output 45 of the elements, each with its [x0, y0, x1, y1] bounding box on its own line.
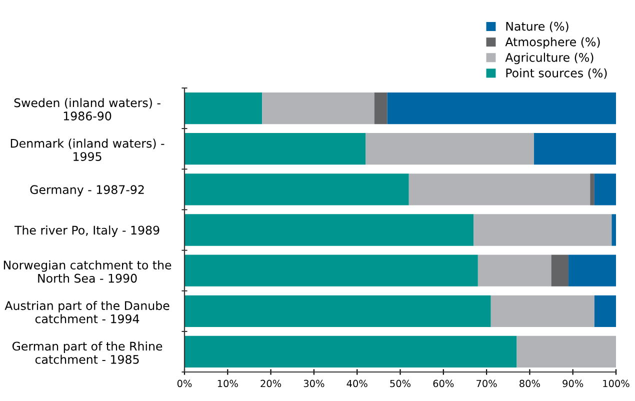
x-tick-label: 0%: [177, 380, 192, 388]
y-tick-label: Austrian part of the Danube catchment - 1994: [4, 300, 170, 324]
x-tick-label: 80%: [520, 380, 540, 388]
bar: [184, 295, 491, 327]
bar: [551, 254, 569, 286]
bar: [374, 92, 388, 124]
bar: [516, 336, 616, 368]
bar: [262, 92, 374, 124]
bar: [408, 174, 590, 206]
bar: [490, 295, 594, 327]
y-tick-label: Norwegian catchment to the North Sea - 1990: [4, 260, 172, 283]
bar: [184, 336, 517, 368]
bar: [590, 174, 594, 206]
legend-label: Atmosphere (%): [505, 37, 600, 49]
legend-label: Nature (%): [506, 22, 568, 32]
legend-label: Point sources (%): [506, 68, 607, 79]
x-tick-label: 70%: [476, 380, 497, 388]
x-tick-label: 90%: [562, 380, 584, 388]
bar: [594, 174, 616, 206]
bar: [474, 214, 612, 246]
bar: [184, 174, 409, 206]
bar: [184, 254, 478, 286]
y-tick-label: German part of the Rhine catchment - 1985: [12, 342, 162, 364]
bar: [478, 254, 552, 286]
y-tick-label: Denmark (inland waters) - 1995: [10, 138, 164, 162]
y-tick-label: Germany - 1987-92: [30, 185, 144, 196]
bar: [534, 133, 616, 165]
bar: [568, 254, 616, 286]
legend-label: Agriculture (%): [505, 52, 594, 64]
bar: [366, 133, 534, 165]
bar: [184, 92, 262, 124]
x-tick-label: 40%: [346, 380, 368, 388]
bar: [184, 214, 474, 246]
x-tick-label: 50%: [390, 380, 411, 388]
x-tick-label: 30%: [304, 380, 324, 388]
x-tick-label: 20%: [260, 380, 282, 388]
x-tick-label: 100%: [603, 380, 630, 388]
x-tick-label: 10%: [218, 380, 238, 388]
y-tick-label: Sweden (inland waters) - 1986-90: [14, 98, 160, 120]
bar: [184, 133, 366, 165]
bar: [594, 295, 616, 327]
bar: [387, 92, 616, 124]
y-tick-label: The river Po, Italy - 1989: [14, 226, 160, 237]
x-tick-label: 60%: [433, 380, 454, 388]
bar: [612, 214, 616, 246]
